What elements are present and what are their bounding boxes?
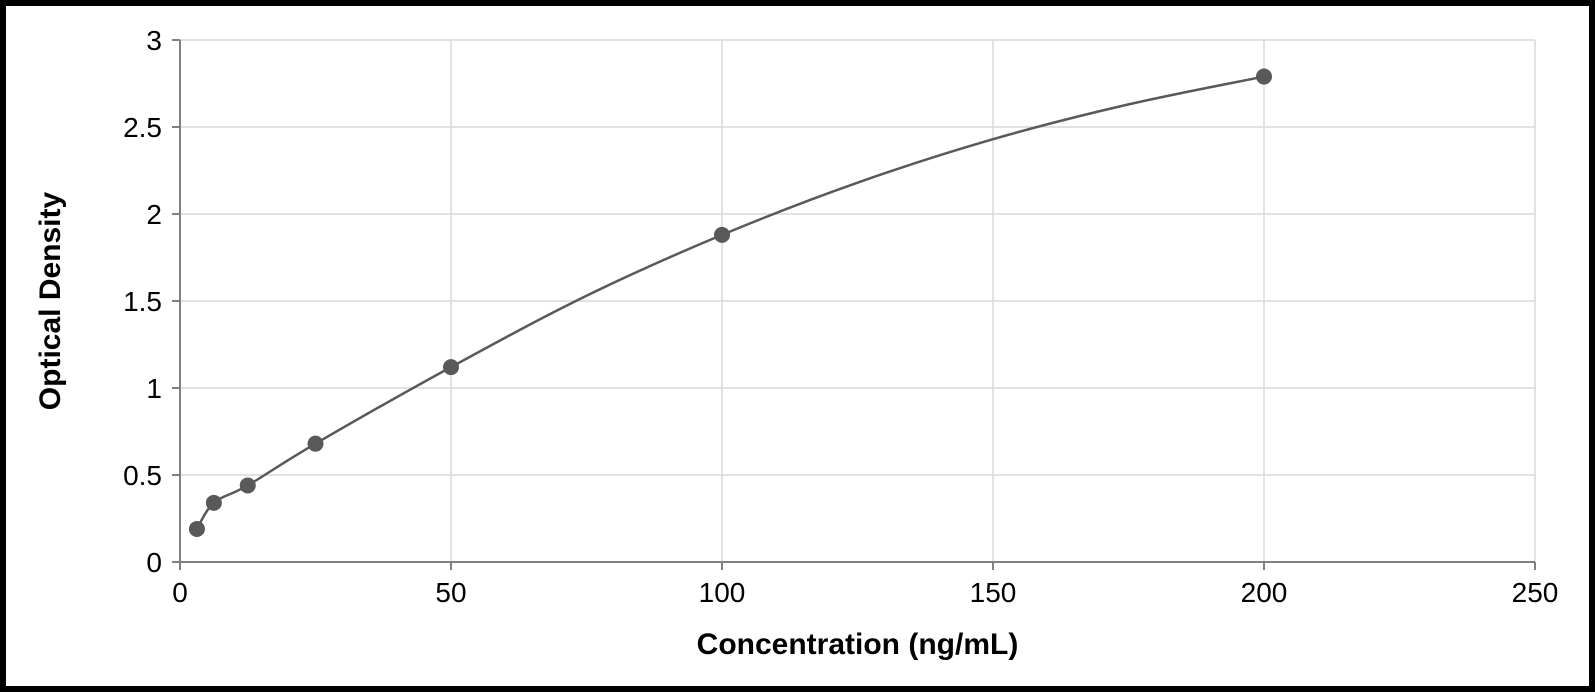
data-point — [240, 477, 256, 493]
y-tick-label: 2.5 — [123, 112, 162, 143]
data-point — [308, 436, 324, 452]
chart-frame: 0 50 100 150 200 250 0 0.5 1 1.5 2 2.5 3 Concentratio… — [0, 0, 1595, 692]
y-tick-label: 3 — [146, 25, 162, 56]
y-tick-label: 0.5 — [123, 460, 162, 491]
x-tick-label: 200 — [1241, 577, 1288, 608]
x-tick-label: 50 — [435, 577, 466, 608]
x-tick-label: 100 — [699, 577, 746, 608]
line-chart: 0 50 100 150 200 250 0 0.5 1 1.5 2 2.5 3 Concentratio… — [20, 20, 1575, 672]
y-tick-label: 1 — [146, 373, 162, 404]
y-tick-label: 2 — [146, 199, 162, 230]
x-tick-label: 150 — [970, 577, 1017, 608]
chart-container: 0 50 100 150 200 250 0 0.5 1 1.5 2 2.5 3 Concentratio… — [20, 20, 1575, 672]
data-point — [206, 495, 222, 511]
y-tick-label: 1.5 — [123, 286, 162, 317]
data-point — [1256, 69, 1272, 85]
data-point — [189, 521, 205, 537]
data-point — [714, 227, 730, 243]
x-axis-title: Concentration (ng/mL) — [697, 628, 1019, 661]
x-tick-label: 0 — [172, 577, 188, 608]
data-point — [443, 359, 459, 375]
y-axis-title: Optical Density — [34, 191, 67, 410]
y-tick-label: 0 — [146, 547, 162, 578]
x-tick-label: 250 — [1512, 577, 1559, 608]
